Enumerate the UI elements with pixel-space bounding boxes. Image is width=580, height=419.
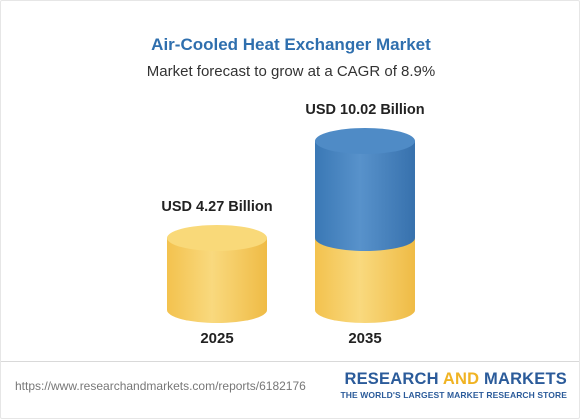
brand-tagline: THE WORLD'S LARGEST MARKET RESEARCH STOR… <box>340 390 567 400</box>
bar-2035-growth-body <box>315 141 415 251</box>
bar-2035-growth-top <box>315 128 415 154</box>
source-url: https://www.researchandmarkets.com/repor… <box>15 379 306 393</box>
bar-2035-base-body <box>315 237 415 323</box>
chart-subtitle: Market forecast to grow at a CAGR of 8.9… <box>146 63 436 80</box>
cylinder-chart: USD 4.27 Billion 2025 USD 10.02 Billion 203… <box>161 102 424 347</box>
brand-logo: RESEARCH AND MARKETS THE WORLD'S LARGEST… <box>341 370 568 400</box>
value-label-2035: USD 10.02 Billion <box>305 102 424 118</box>
value-label-2025: USD 4.27 Billion <box>161 199 272 215</box>
chart-title: Air-Cooled Heat Exchanger Market <box>151 35 431 54</box>
category-label-2025: 2025 <box>200 330 233 347</box>
bar-2025-top <box>167 224 267 251</box>
footer-divider <box>1 361 579 362</box>
category-label-2035: 2035 <box>348 330 381 347</box>
brand-name: RESEARCH AND MARKETS <box>344 370 567 388</box>
bar-2025-body <box>167 237 267 323</box>
